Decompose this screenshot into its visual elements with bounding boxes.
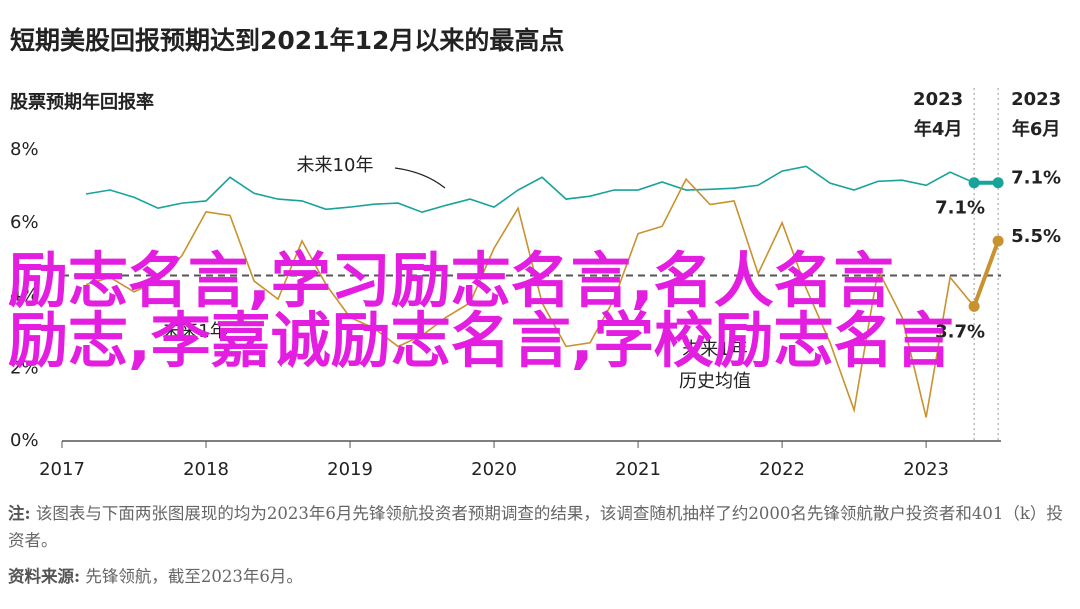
y-tick-label: 8% [10,139,39,160]
reference-label: 未来1年 [682,339,747,360]
highlight-label: 2023 [913,89,963,110]
x-tick-label: 2021 [615,459,661,480]
highlight-label: 2023 [1011,89,1061,110]
watermark: 励志,李嘉诚励志名言,学校励志名言 [8,307,954,377]
value-label: 7.1% [1011,168,1061,189]
series-line [85,177,999,418]
value-label: 7.1% [935,198,985,219]
x-tick-label: 2018 [183,459,229,480]
chart: 短期美股回报预期达到2021年12月以来的最高点 股票预期年回报率 0% 2% 4%… [8,26,1061,480]
y-tick-label: 2% [10,357,39,378]
highlight-label: 年6月 [1012,118,1061,140]
y-tick-label: 0% [10,430,39,451]
note-label: 注: [8,504,31,523]
annotation-arrow [394,167,446,189]
source-text: 先锋领航，截至2023年6月。 [85,567,303,586]
x-tick-label: 2022 [759,459,805,480]
x-tick-label: 2023 [903,459,949,480]
x-tick-label: 2019 [327,459,373,480]
chart-subtitle: 股票预期年回报率 [9,91,154,113]
point [992,177,1004,189]
series-annotation: 未来10年 [297,155,374,176]
point [968,300,980,312]
source-label: 资料来源: [8,567,81,586]
y-tick-label: 6% [10,212,39,233]
source: 资料来源: 先锋领航，截至2023年6月。 [8,563,1073,590]
series-annotation: 未来1年 [162,321,227,342]
point [968,177,980,189]
highlight-segment [972,240,1000,308]
point [992,235,1004,247]
reference-label: 历史均值 [679,371,751,392]
x-tick-label: 2017 [39,459,85,480]
chart-title: 短期美股回报预期达到2021年12月以来的最高点 [10,26,564,55]
note-text: 该图表与下面两张图展现的均为2023年6月先锋领航投资者预期调查的结果，该调查随… [8,504,1063,550]
highlight-label: 年4月 [914,118,963,140]
note: 注: 该图表与下面两张图展现的均为2023年6月先锋领航投资者预期调查的结果，该… [8,500,1073,554]
watermark: 励志名言,学习励志名言,名人名言 [8,247,894,317]
x-tick-label: 2020 [471,459,517,480]
value-label: 3.7% [935,321,985,342]
value-label: 5.5% [1011,226,1061,247]
y-tick-label: 4% [10,285,39,306]
series-line [85,165,999,214]
